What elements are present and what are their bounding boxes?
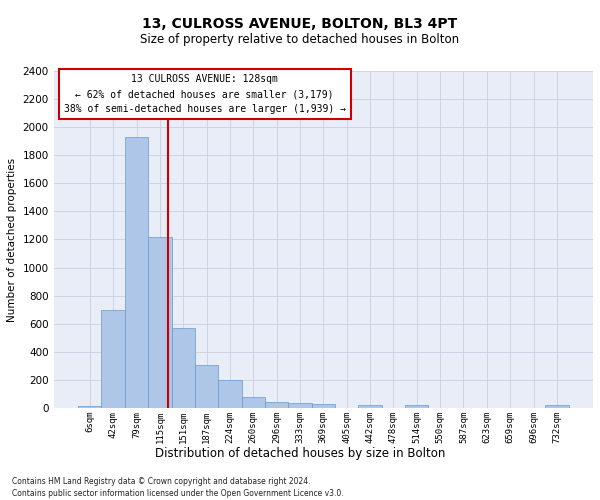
Bar (405, 405, 428, 408)
Text: Contains HM Land Registry data © Crown copyright and database right 2024.: Contains HM Land Registry data © Crown c… (12, 478, 311, 486)
Text: Distribution of detached houses by size in Bolton: Distribution of detached houses by size … (155, 448, 445, 460)
Y-axis label: Number of detached properties: Number of detached properties (7, 158, 17, 322)
Text: 13, CULROSS AVENUE, BOLTON, BL3 4PT: 13, CULROSS AVENUE, BOLTON, BL3 4PT (142, 18, 458, 32)
Bar (78, 406, 101, 408)
Text: 13 CULROSS AVENUE: 128sqm
← 62% of detached houses are smaller (3,179)
38% of se: 13 CULROSS AVENUE: 128sqm ← 62% of detac… (64, 74, 346, 114)
Bar (195, 365, 218, 408)
Bar (358, 405, 382, 408)
Bar (242, 397, 265, 408)
Bar (311, 404, 335, 408)
Bar (289, 403, 311, 408)
Text: Contains public sector information licensed under the Open Government Licence v3: Contains public sector information licen… (12, 489, 344, 498)
Bar (148, 236, 172, 408)
Bar (125, 137, 148, 408)
Bar (218, 380, 242, 408)
Bar (101, 310, 125, 408)
Bar (265, 402, 289, 408)
Bar (545, 405, 569, 408)
Text: Size of property relative to detached houses in Bolton: Size of property relative to detached ho… (140, 32, 460, 46)
Bar (172, 328, 195, 408)
